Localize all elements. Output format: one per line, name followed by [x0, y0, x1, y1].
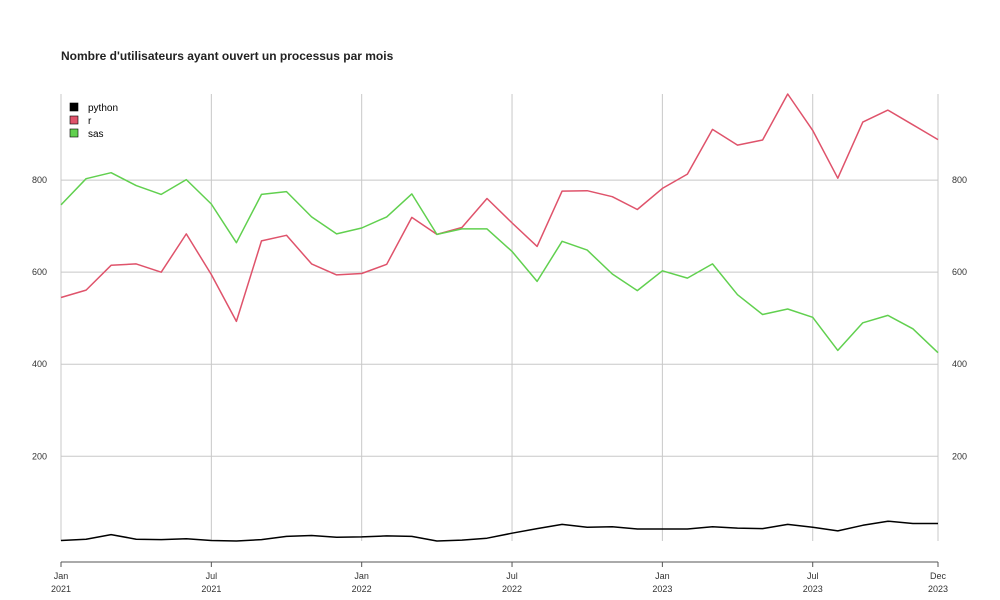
x-tick-label-month: Jan: [54, 571, 69, 581]
y-tick-label-right: 400: [952, 359, 967, 369]
x-tick-label-month: Jan: [354, 571, 369, 581]
x-tick-label-year: 2023: [652, 584, 672, 594]
x-tick-label-year: 2023: [803, 584, 823, 594]
axes: 200 200 400 400 600 600 800 800 Jan 2021 Jul 2021 Ja…: [32, 175, 967, 594]
x-tick-label-month: Jul: [206, 571, 218, 581]
legend-label-r: r: [88, 116, 92, 127]
x-tick-label-year: 2023: [928, 584, 948, 594]
y-tick-label-left: 200: [32, 451, 47, 461]
legend-label-sas: sas: [88, 129, 104, 140]
x-tick-label-month: Jan: [655, 571, 670, 581]
y-tick-label-left: 600: [32, 267, 47, 277]
series-line-python: [60, 520, 938, 542]
series-lines: [60, 93, 939, 542]
series-line-r: [60, 93, 939, 323]
x-tick-label-month: Dec: [930, 571, 947, 581]
y-tick-label-left: 400: [32, 359, 47, 369]
legend-swatch-r: [69, 115, 79, 125]
y-tick-label-left: 800: [32, 175, 47, 185]
x-tick-label-year: 2022: [502, 584, 522, 594]
y-tick-label-right: 800: [952, 175, 967, 185]
x-tick-label-year: 2022: [352, 584, 372, 594]
x-tick-label-year: 2021: [201, 584, 221, 594]
legend-label-python: python: [88, 103, 118, 114]
chart-title: Nombre d'utilisateurs ayant ouvert un pr…: [61, 49, 394, 63]
legend: python r sas: [69, 102, 118, 140]
x-tick-label-month: Jul: [807, 571, 819, 581]
legend-swatch-python: [69, 102, 79, 112]
y-tick-label-right: 200: [952, 451, 967, 461]
x-tick-label-month: Jul: [506, 571, 518, 581]
grid-lines: [60, 94, 939, 541]
y-tick-label-right: 600: [952, 267, 967, 277]
legend-swatch-sas: [69, 128, 79, 138]
x-tick-label-year: 2021: [51, 584, 71, 594]
series-line-sas: [60, 171, 939, 354]
